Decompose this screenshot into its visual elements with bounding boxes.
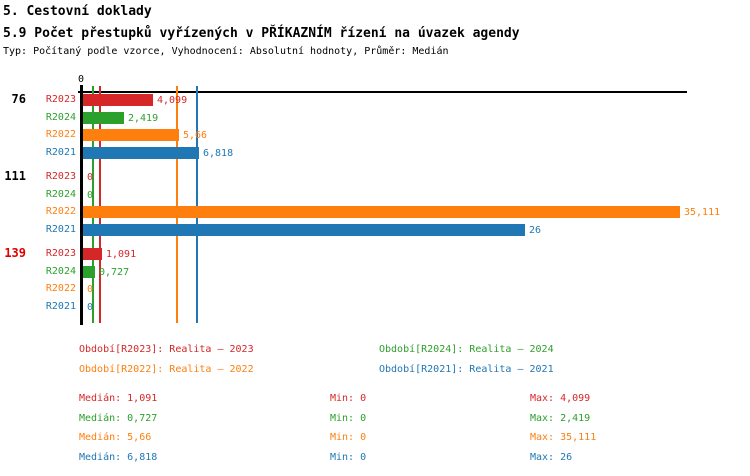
bar-year-label-R2022: R2022 (45, 206, 76, 217)
bar-value-label: 4,099 (157, 95, 188, 106)
stat-median-R2021: Medián: 6,818 (79, 452, 158, 463)
bar-year-label-R2023: R2023 (45, 94, 76, 105)
bar-value-label: 0 (87, 284, 94, 295)
bar-R2023 (83, 248, 102, 260)
bar-year-label-R2024: R2024 (45, 188, 76, 200)
bar-value-label: 1,091 (106, 249, 137, 260)
stat-median-R2024: Medián: 0,727 (79, 413, 158, 424)
bar-value-label: 0 (87, 172, 94, 183)
bar-year-label-R2024: R2024 (45, 265, 76, 277)
bar-value-label: 5,66 (183, 130, 208, 141)
bar-value-label: 0 (87, 301, 94, 313)
bar-value-label: 0 (87, 189, 94, 201)
bar-year-label-R2022: R2022 (45, 283, 76, 294)
axis-zero-label: 0 (77, 74, 85, 85)
axis-top-line (78, 91, 687, 93)
median-line-R2023 (98, 86, 101, 323)
bar-year-label-R2021: R2021 (45, 300, 76, 312)
stat-max-R2023: Max: 4,099 (530, 393, 591, 404)
bar-R2024 (83, 265, 95, 278)
bar-year-label-R2023: R2023 (45, 248, 76, 259)
bar-value-label: 26 (529, 224, 542, 236)
bar-value-label: 0,727 (99, 266, 130, 278)
stat-min-R2023: Min: 0 (330, 393, 367, 404)
bar-value-label: 2,419 (128, 112, 159, 124)
bar-value-label: 35,111 (684, 207, 721, 218)
stat-max-R2024: Max: 2,419 (530, 413, 591, 424)
report-section-title: 5. Cestovní doklady (3, 4, 152, 19)
bar-year-label-R2021: R2021 (45, 146, 76, 158)
bar-year-label-R2023: R2023 (45, 171, 76, 182)
bar-R2022 (83, 129, 179, 141)
stat-max-R2022: Max: 35,111 (530, 432, 597, 443)
group-label: 139 (4, 246, 26, 260)
bar-year-label-R2021: R2021 (45, 223, 76, 235)
chart-meta: Typ: Počítaný podle vzorce, Vyhodnocení:… (3, 46, 449, 57)
legend-item-R2022: Období[R2022]: Realita – 2022 (79, 364, 254, 375)
stat-median-R2023: Medián: 1,091 (79, 393, 158, 404)
legend-item-R2023: Období[R2023]: Realita – 2023 (79, 344, 254, 355)
median-line-R2022 (176, 86, 179, 323)
group-label: 111 (4, 169, 26, 183)
bar-value-label: 6,818 (203, 147, 234, 159)
legend-item-R2024: Období[R2024]: Realita – 2024 (379, 344, 554, 355)
stat-min-R2024: Min: 0 (330, 413, 367, 424)
bar-R2021 (83, 146, 199, 159)
bar-year-label-R2024: R2024 (45, 111, 76, 123)
bar-year-label-R2022: R2022 (45, 129, 76, 140)
stat-median-R2022: Medián: 5,66 (79, 432, 152, 443)
group-label: 76 (11, 92, 26, 106)
axis-vertical-line (80, 85, 83, 325)
stat-max-R2021: Max: 26 (530, 452, 573, 463)
stat-min-R2022: Min: 0 (330, 432, 367, 443)
legend-item-R2021: Období[R2021]: Realita – 2021 (379, 364, 554, 375)
stat-min-R2021: Min: 0 (330, 452, 367, 463)
median-line-R2021 (195, 86, 198, 323)
median-line-R2024 (92, 86, 95, 323)
bar-R2021 (83, 223, 525, 236)
chart-title: 5.9 Počet přestupků vyřízených v PŘÍKAZN… (3, 26, 520, 41)
bar-R2023 (83, 94, 153, 106)
bar-R2022 (83, 206, 680, 218)
bar-R2024 (83, 111, 124, 124)
